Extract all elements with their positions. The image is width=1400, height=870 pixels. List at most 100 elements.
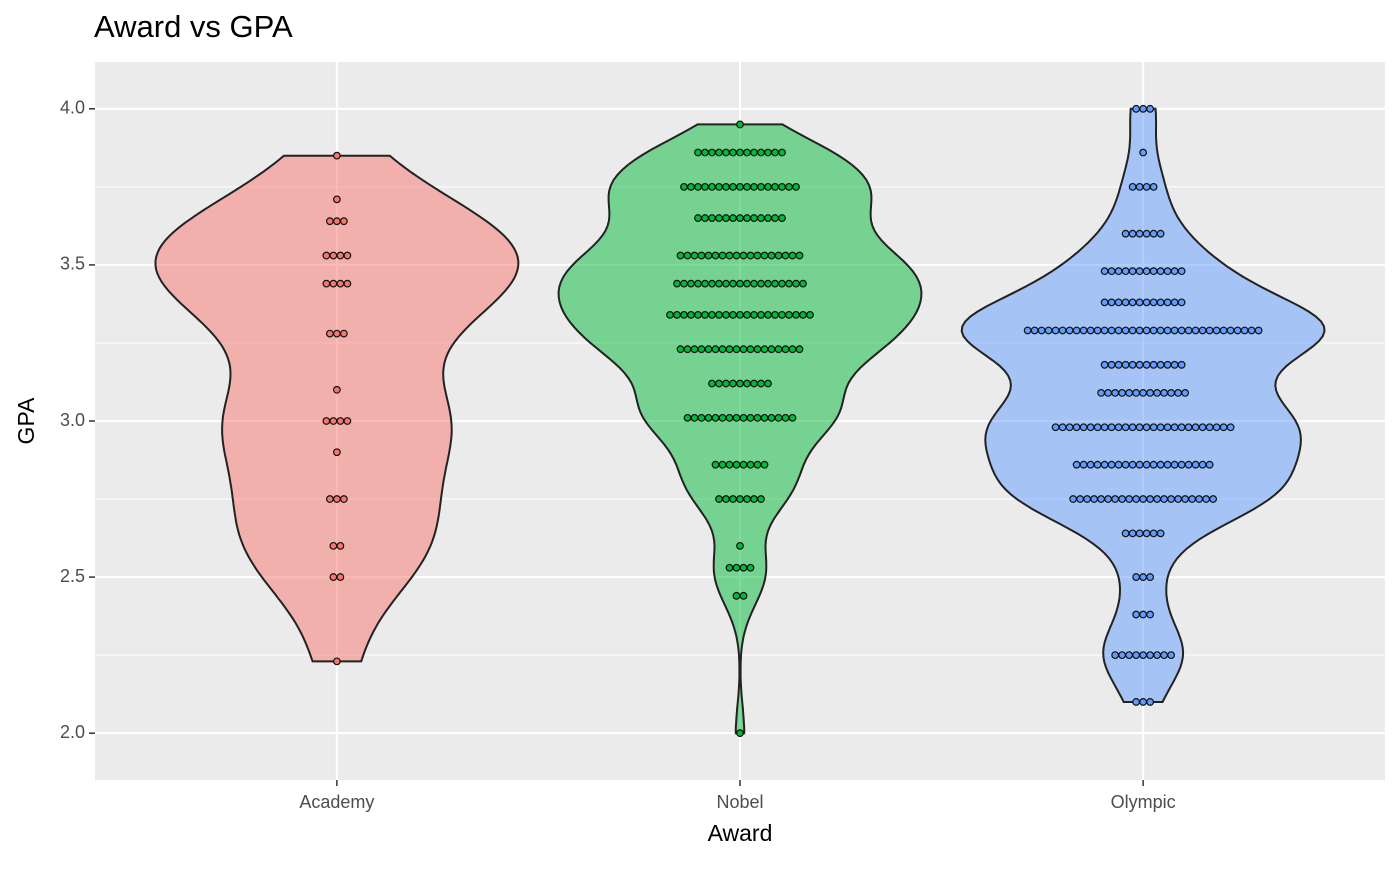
dot	[771, 279, 779, 288]
x-tick-label: Nobel	[716, 792, 763, 812]
dot	[1142, 529, 1151, 538]
y-tick-label: 2.5	[60, 566, 85, 586]
dot	[774, 251, 783, 260]
dot	[1170, 423, 1179, 432]
dot	[729, 279, 737, 288]
dot	[690, 251, 699, 260]
dot	[1121, 460, 1130, 469]
dot	[1170, 360, 1179, 369]
dot	[332, 495, 341, 503]
dot	[743, 214, 751, 222]
dot	[767, 413, 776, 422]
dot	[757, 495, 765, 503]
dot	[704, 413, 713, 422]
dot-row	[1128, 182, 1158, 191]
dot	[1142, 267, 1151, 276]
dot	[325, 495, 334, 503]
dot	[1142, 460, 1151, 469]
dot	[739, 460, 748, 469]
dot	[1219, 326, 1228, 335]
dot	[771, 148, 779, 157]
dot	[718, 460, 727, 469]
dot	[778, 148, 786, 157]
dot	[329, 541, 338, 550]
dot-row	[736, 541, 744, 550]
dot-row	[1132, 104, 1155, 113]
dot	[701, 148, 709, 157]
dot	[736, 120, 744, 129]
dot	[736, 495, 744, 503]
dot	[739, 563, 748, 572]
dot	[760, 251, 769, 260]
dot	[1198, 326, 1207, 335]
dot	[1240, 326, 1249, 335]
dot	[1135, 360, 1144, 369]
dot	[1254, 326, 1263, 335]
dot	[1051, 423, 1060, 432]
dot	[753, 460, 762, 469]
dot	[764, 310, 772, 319]
dot	[722, 214, 730, 222]
dot	[332, 195, 341, 204]
dot	[1198, 460, 1207, 469]
violin	[960, 107, 1326, 703]
dot	[1149, 423, 1158, 432]
dot	[1139, 573, 1148, 581]
dot	[1114, 460, 1123, 469]
dot	[750, 182, 758, 191]
dot	[1125, 495, 1134, 503]
dot	[1128, 182, 1137, 191]
dot	[336, 417, 345, 425]
dot	[1128, 529, 1137, 538]
dot	[1135, 229, 1144, 238]
dot	[339, 495, 348, 503]
x-axis-title: Award	[708, 820, 773, 846]
dot	[1149, 460, 1158, 469]
dot	[764, 379, 772, 388]
plot-area	[154, 104, 1326, 738]
dot	[718, 345, 727, 354]
dot	[1170, 298, 1179, 307]
dot	[1086, 423, 1095, 432]
dot	[795, 251, 804, 260]
dot	[788, 413, 797, 422]
dot	[722, 182, 730, 191]
dot	[725, 251, 734, 260]
dot-row	[725, 563, 755, 572]
dot	[1093, 460, 1102, 469]
dot	[683, 413, 692, 422]
dot-row	[1132, 573, 1155, 581]
dot	[729, 148, 737, 157]
dot-row	[676, 251, 804, 260]
dot	[1177, 423, 1186, 432]
dot	[1125, 389, 1134, 397]
dot	[1177, 267, 1186, 276]
dot	[1069, 495, 1078, 503]
dot	[1107, 360, 1116, 369]
dot-row	[332, 151, 341, 160]
dot	[725, 563, 734, 572]
dot-row	[680, 182, 800, 191]
dot	[1226, 326, 1235, 335]
dot	[1132, 495, 1141, 503]
dot	[329, 573, 338, 581]
dot	[1139, 651, 1148, 660]
dot	[1146, 104, 1155, 113]
dot	[1086, 326, 1095, 335]
dot	[694, 148, 702, 157]
dot	[788, 251, 797, 260]
dot-row	[1023, 326, 1263, 335]
dot	[767, 251, 776, 260]
dot	[1188, 495, 1197, 503]
dot	[1132, 104, 1141, 113]
dot	[1097, 495, 1106, 503]
dot	[1107, 460, 1116, 469]
dot	[336, 573, 345, 581]
dot	[1051, 326, 1060, 335]
dot-row	[332, 195, 341, 204]
dot	[757, 148, 765, 157]
dot	[683, 251, 692, 260]
dot	[1149, 267, 1158, 276]
dot	[729, 495, 737, 503]
dot	[732, 251, 741, 260]
